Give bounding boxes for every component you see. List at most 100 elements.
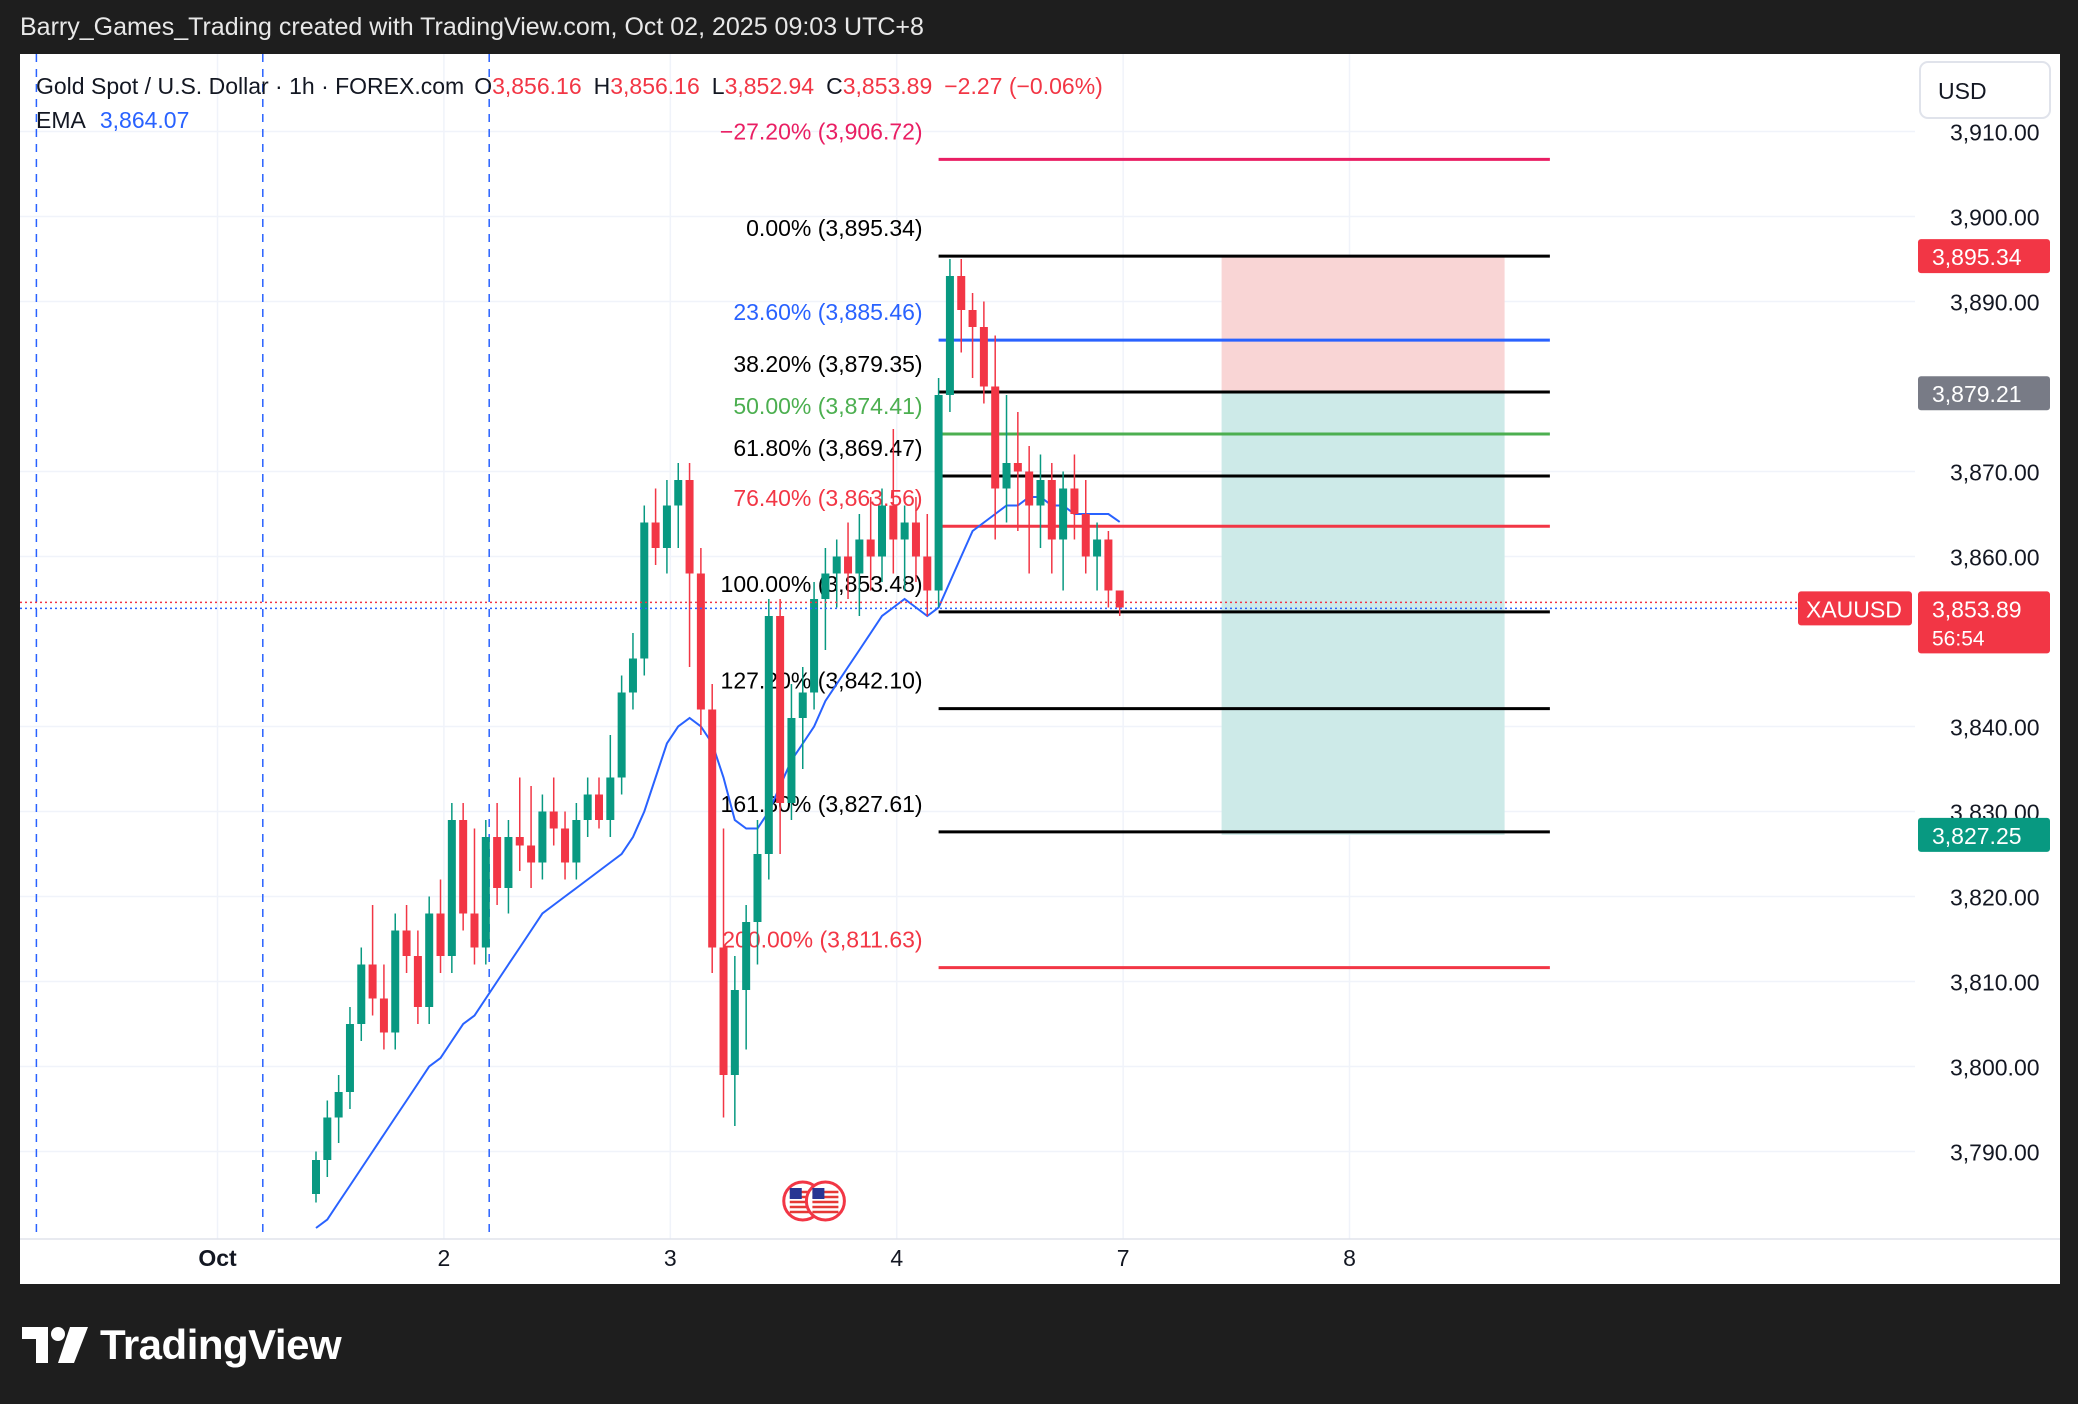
candle-body [979,327,988,387]
candle-body [957,276,966,310]
candle-body [425,913,434,1007]
session-separators [35,54,490,1239]
ema-line [315,496,1121,1229]
price-tick-label: 3,900.00 [1950,205,2040,231]
candle-body [719,947,728,1075]
candle-body [1070,488,1079,514]
candle-body [696,573,705,710]
flag-canton [812,1188,825,1199]
currency-label: USD [1938,78,1987,104]
candle-body [1093,539,1102,557]
candle-body [334,1092,343,1118]
price-tick-label: 3,910.00 [1950,120,2040,146]
ema-label: EMA [36,107,87,133]
candle-body [1025,471,1034,506]
take-profit-zone [1221,393,1505,835]
candle-body [345,1024,354,1092]
us-flag-icon[interactable] [804,1180,846,1222]
legend-change: −2.27 (−0.06%) [944,73,1103,99]
price-tick-label: 3,860.00 [1950,545,2040,571]
time-tick-label: 4 [890,1245,903,1271]
fib-level-label: 127.20% (3,842.10) [721,668,923,694]
legend-symbol: Gold Spot / U.S. Dollar · 1h · FOREX.com [36,73,464,99]
candle-body [1013,463,1022,472]
fib-level-label: 61.80% (3,869.47) [733,435,922,461]
candle-body [730,990,739,1075]
candle-body [742,922,751,990]
price-chart[interactable]: −61.80% (3,921.20)−27.20% (3,906.72)0.00… [0,0,2060,1284]
candle-body [1081,514,1090,557]
candle-body [1036,480,1045,506]
candle-body [436,913,445,956]
candle-body [844,556,853,574]
candle-body [391,930,400,1033]
candle-body [617,692,626,778]
legend-low-label: L [712,73,725,99]
ema-indicator [315,496,1121,1229]
candle-body [379,998,388,1033]
price-tick-label: 3,790.00 [1950,1140,2040,1166]
candle-body [911,522,920,557]
candle-body [481,837,490,948]
tradingview-logo[interactable]: TradingView [22,1320,342,1370]
candle-body [572,820,581,863]
candle-body [923,556,932,591]
candle-body [662,505,671,548]
candle-body [685,480,694,574]
price-tag-label: 3,879.21 [1932,381,2022,407]
candle-body [1059,488,1068,540]
candle-body [753,854,762,922]
fib-level-label: 38.20% (3,879.35) [733,351,922,377]
candle-body [798,692,807,718]
position-zones[interactable] [1221,256,1505,835]
time-tick-label: 3 [664,1245,677,1271]
fib-level-label: −27.20% (3,906.72) [720,118,923,144]
candle-body [357,964,366,1024]
grid [20,54,1915,1239]
candle-body [493,837,502,888]
candle-body [945,276,954,395]
candle-body [934,395,943,591]
candle-body [787,718,796,803]
candle-body [413,956,422,1007]
stop-loss-zone [1221,256,1505,394]
fib-level-label: 0.00% (3,895.34) [746,215,922,241]
candle-body [459,820,468,914]
candle-body [968,310,977,327]
candle-body [561,828,570,863]
candle-body [538,811,547,863]
chart-panel[interactable]: −61.80% (3,921.20)−27.20% (3,906.72)0.00… [0,0,2060,1284]
candle-body [810,599,819,693]
price-tick-label: 3,890.00 [1950,290,2040,316]
price-tag-label: 3,827.25 [1932,823,2022,849]
time-scale[interactable]: 2730Oct23478 [0,1238,2060,1271]
time-tick-label: 2 [438,1245,451,1271]
credit-text: Barry_Games_Trading created with Trading… [20,13,924,41]
legend-close-label: C [826,73,843,99]
price-scale[interactable]: USD 3,910.00 3,900.00 3,890.00 3,870.00 3,86… [1919,61,2051,1166]
economic-events[interactable] [782,1180,846,1222]
candle-body [889,505,898,540]
candle-body [1115,590,1124,608]
fibonacci-retracement[interactable]: −61.80% (3,921.20)−27.20% (3,906.72)0.00… [720,0,1550,970]
time-tick-label: Oct [198,1245,237,1271]
candle-body [595,794,603,820]
price-tags: 3,895.34 3,879.21 3,827.25 XAUUSD 3,853.89 56… [1798,239,2050,852]
candle-body [764,616,773,854]
candle-body [402,930,411,956]
candle-body [776,616,785,803]
tradingview-logo-icon [22,1327,88,1363]
candle-body [866,539,875,557]
legend: Gold Spot / U.S. Dollar · 1h · FOREX.com… [36,73,1103,133]
legend-high: 3,856.16 [610,73,700,99]
candle-body [515,837,524,846]
candlestick-series [312,259,1124,1203]
credit-bar: Barry_Games_Trading created with Trading… [0,0,2078,54]
currency-button[interactable] [1919,61,2051,119]
candle-body [821,573,830,599]
symbol-tag-label: XAUUSD [1806,596,1902,622]
price-tag-label: 3,895.34 [1932,244,2022,270]
price-tick-label: 3,820.00 [1950,885,2040,911]
ema-value: 3,864.07 [100,107,190,133]
candle-body [991,386,1000,489]
